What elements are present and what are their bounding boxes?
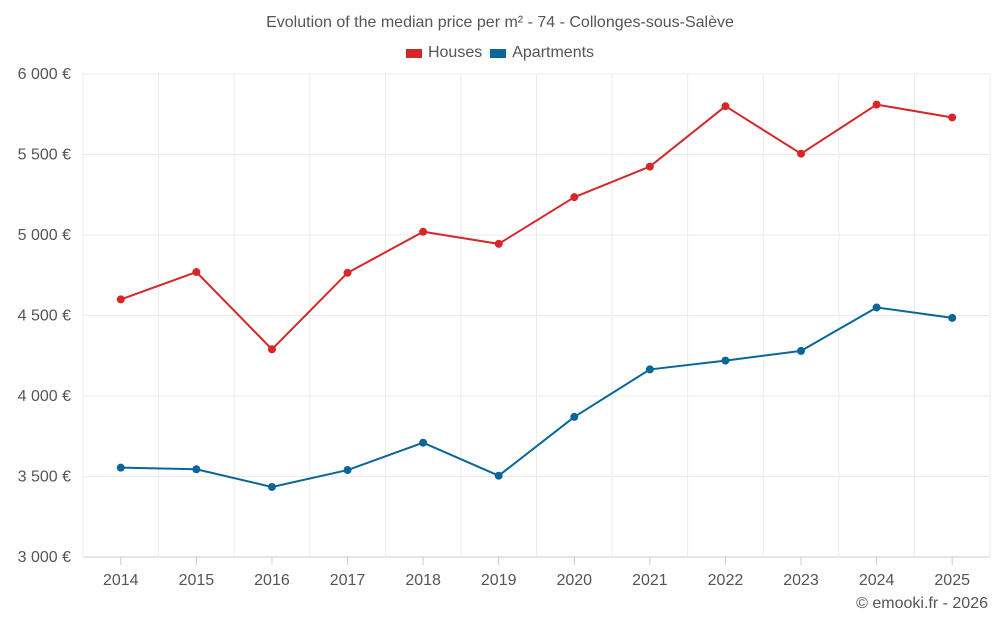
data-point-apartments-2017 — [343, 466, 352, 475]
x-tick-label-2015: 2015 — [179, 572, 215, 589]
data-point-houses-2015 — [192, 268, 201, 277]
data-point-houses-2020 — [570, 193, 579, 202]
data-point-apartments-2025 — [948, 313, 957, 322]
data-point-houses-2014 — [116, 295, 125, 304]
legend-swatch-houses — [405, 48, 422, 58]
legend-label-houses: Houses — [427, 44, 483, 61]
data-point-houses-2019 — [494, 239, 503, 248]
legend-swatch-apartments — [490, 48, 507, 58]
y-tick-label-4000: 4 000 € — [18, 388, 71, 405]
series-line-apartments — [120, 306, 953, 488]
legend-label-apartments: Apartments — [512, 44, 595, 61]
data-point-houses-2018 — [419, 227, 428, 236]
data-point-houses-2022 — [721, 102, 730, 111]
legend-item-apartments[interactable]: Apartments — [490, 44, 594, 62]
x-tick-label-2022: 2022 — [708, 572, 744, 589]
data-point-houses-2023 — [797, 149, 806, 158]
data-point-apartments-2020 — [570, 412, 579, 421]
data-point-houses-2017 — [343, 268, 352, 277]
y-tick-label-3000: 3 000 € — [18, 549, 71, 566]
x-tick-label-2016: 2016 — [254, 572, 290, 589]
y-tick-label-5000: 5 000 € — [18, 227, 71, 244]
data-point-houses-2024 — [872, 100, 881, 109]
data-point-apartments-2014 — [116, 463, 125, 472]
data-point-apartments-2019 — [494, 471, 503, 480]
y-tick-label-4500: 4 500 € — [18, 308, 71, 325]
data-point-houses-2025 — [948, 113, 957, 122]
x-tick-label-2023: 2023 — [783, 572, 819, 589]
data-point-houses-2021 — [645, 162, 654, 171]
data-point-apartments-2023 — [797, 346, 806, 355]
y-tick-label-5500: 5 500 € — [18, 147, 71, 164]
data-point-houses-2016 — [267, 345, 276, 354]
x-tick-label-2014: 2014 — [103, 572, 139, 589]
data-point-apartments-2015 — [192, 465, 201, 474]
x-tick-label-2017: 2017 — [330, 572, 366, 589]
x-tick-label-2024: 2024 — [859, 572, 895, 589]
series-line-houses — [120, 103, 953, 351]
x-tick-label-2021: 2021 — [632, 572, 668, 589]
chart-title: Evolution of the median price per m² - 7… — [266, 14, 734, 31]
data-point-apartments-2024 — [872, 303, 881, 312]
data-point-apartments-2021 — [645, 365, 654, 374]
data-point-apartments-2016 — [267, 482, 276, 491]
data-point-apartments-2018 — [419, 438, 428, 447]
copyright-credit: © emooki.fr - 2026 — [856, 595, 988, 612]
x-tick-label-2025: 2025 — [934, 572, 970, 589]
x-tick-label-2018: 2018 — [405, 572, 441, 589]
legend-item-houses[interactable]: Houses — [405, 44, 483, 62]
chart-legend: Houses Apartments — [0, 44, 1000, 62]
data-point-apartments-2022 — [721, 356, 730, 365]
x-tick-label-2020: 2020 — [556, 572, 592, 589]
y-tick-label-3500: 3 500 € — [18, 469, 71, 486]
y-tick-label-6000: 6 000 € — [18, 66, 71, 83]
x-tick-label-2019: 2019 — [481, 572, 517, 589]
